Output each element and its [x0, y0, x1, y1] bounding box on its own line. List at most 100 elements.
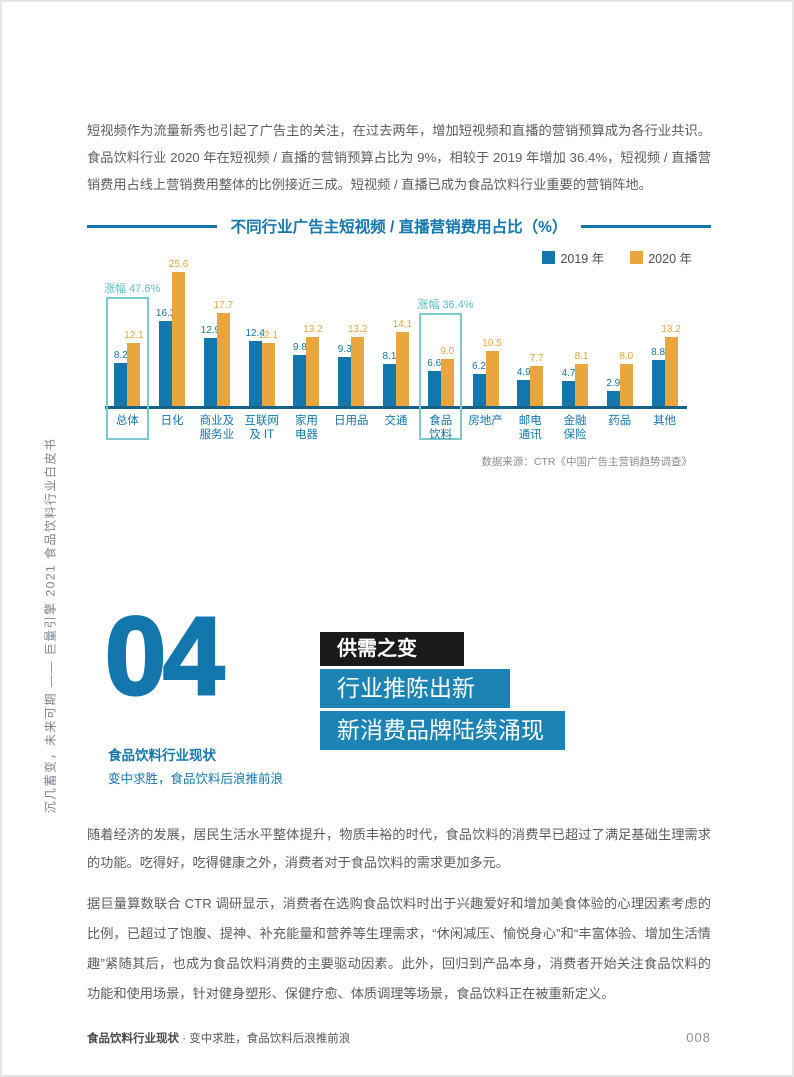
bar-value-label: 13.2	[303, 323, 323, 335]
bar-column: 12.9	[200, 325, 221, 406]
bar-value-label: 16.3	[155, 307, 176, 319]
category-label: 房地产	[468, 415, 503, 427]
body-paragraph-2: 据巨量算数联合 CTR 调研显示，消费者在选购食品饮料时出于兴趣爱好和增加美食体…	[87, 896, 711, 1002]
bar-column: 17.7	[214, 300, 233, 406]
category-label: 日用品	[333, 415, 369, 427]
bar	[562, 381, 576, 406]
bar-group: 2.9 8.0 药品	[597, 272, 642, 427]
bar	[575, 363, 589, 406]
bar-column: 7.7	[529, 352, 544, 406]
category-label: 金融 保险	[563, 415, 587, 441]
bar	[159, 320, 173, 406]
bar	[427, 371, 441, 406]
category-label: 邮电 通讯	[518, 415, 542, 441]
chart-title-row: 不同行业广告主短视频 / 直播营销费用占比（%）	[87, 215, 712, 237]
bar-value-label: 9.0	[440, 345, 455, 357]
bar-group: 4.7 8.1 金融 保险	[553, 272, 598, 441]
bar	[306, 336, 320, 406]
page-number: 008	[686, 1030, 711, 1045]
chart-plot: 涨幅 47.6% 8.2 12.1 总体 16.3 25.6 日化 12.9 17.7 商业及 服务…	[104, 259, 687, 441]
bar-pair: 2.9 8.0	[606, 351, 634, 406]
sidebar-vertical-caption: 沉几蓄变，未来可期 —— 巨量引擎 2021 食品饮料行业白皮书	[43, 437, 58, 814]
bar-value-label: 25.6	[168, 259, 189, 270]
bar	[530, 365, 544, 406]
bar	[517, 380, 531, 406]
category-label: 日化	[160, 415, 184, 427]
bar-pair: 16.3 25.6	[155, 259, 189, 406]
bar-group: 9.3 13.2 日用品	[329, 272, 374, 427]
section-heading: 食品饮料行业现状	[108, 748, 216, 763]
bar-pair: 4.9 7.7	[516, 352, 544, 406]
legend-swatch-2019	[542, 251, 556, 264]
footer-caption-bold: 食品饮料行业现状	[87, 1033, 179, 1045]
title-rule-left	[87, 224, 217, 228]
category-label: 药品	[608, 415, 632, 427]
bar-column: 13.2	[303, 323, 323, 406]
bar	[485, 351, 499, 406]
bar-column: 14.1	[392, 319, 413, 406]
bar-value-label: 12.9	[200, 325, 221, 337]
bar-value-label: 6.2	[472, 360, 486, 372]
bar-pair: 9.3 13.2	[338, 323, 368, 406]
bar-group: 8.1 14.1 交通	[374, 272, 419, 427]
bar-pair: 12.4 12.1	[245, 328, 278, 406]
bar-value-label: 10.5	[482, 338, 502, 350]
bar-value-label: 12.1	[258, 329, 278, 341]
bar-value-label: 13.2	[347, 323, 368, 335]
highlight-box	[419, 312, 463, 440]
banner-supply-demand: 供需之变	[320, 632, 464, 666]
bar	[172, 272, 186, 406]
bar	[440, 358, 454, 406]
bar	[651, 359, 665, 406]
bar	[216, 313, 230, 406]
bar-value-label: 14.1	[392, 319, 413, 331]
bar-value-label: 12.4	[245, 328, 265, 340]
highlight-box	[106, 296, 149, 440]
bar	[293, 354, 307, 406]
category-label: 商业及 服务业	[199, 415, 235, 441]
growth-annotation: 涨幅 36.4%	[417, 298, 474, 311]
bar-column: 25.6	[168, 259, 189, 406]
bar-group: 12.4 12.1 互联网及 IT	[239, 272, 284, 441]
title-rule-right	[581, 224, 712, 228]
bar	[619, 364, 633, 406]
growth-annotation: 涨幅 47.6%	[104, 282, 161, 295]
bar-column: 12.1	[258, 330, 278, 406]
body-paragraph-1: 随着经济的发展，居民生活水平整体提升，物质丰裕的时代，食品饮料的消费早已超过了满…	[87, 827, 711, 871]
bar-value-label: 9.8	[292, 341, 307, 353]
bar-value-label: 2.9	[606, 377, 621, 389]
bar-value-label: 12.1	[124, 329, 144, 341]
bar-pair: 9.8 13.2	[292, 323, 323, 406]
bar-column: 10.5	[482, 338, 502, 406]
bar-value-label: 8.2	[113, 350, 128, 362]
bar	[248, 341, 262, 406]
bar	[472, 373, 486, 406]
bar	[114, 363, 128, 406]
bar	[261, 342, 275, 406]
bar-value-label: 13.2	[661, 323, 681, 335]
bar-value-label: 4.9	[516, 367, 531, 379]
bar-column: 4.7	[562, 368, 575, 406]
banner-industry-renewal: 行业推陈出新	[320, 669, 510, 708]
legend-swatch-2020	[630, 251, 644, 264]
bar-column: 4.9	[516, 367, 531, 406]
chart-source: 数据来源：CTR《中国广告主营销趋势调查》	[481, 456, 692, 468]
bar-value-label: 8.1	[382, 350, 397, 362]
bar	[351, 336, 365, 406]
category-label: 食品 饮料	[429, 415, 453, 441]
bar-column: 6.2	[472, 360, 486, 406]
category-label: 互联网及 IT	[244, 415, 279, 441]
category-label: 交通	[384, 415, 408, 427]
bar-value-label: 8.0	[619, 351, 634, 363]
bar-column: 6.6	[427, 358, 441, 406]
bar-column: 9.3	[338, 344, 352, 406]
legend-item-2020: 2020 年	[630, 248, 692, 267]
bar-column: 12.1	[124, 329, 144, 406]
bar-pair: 8.1 14.1	[382, 319, 413, 406]
category-label: 家用 电器	[294, 415, 318, 441]
bar-value-label: 7.7	[529, 352, 544, 364]
bar-group: 9.8 13.2 家用 电器	[284, 272, 329, 441]
bar-column: 8.8	[651, 347, 665, 406]
bar-pair: 6.2 10.5	[472, 338, 502, 406]
bar-column: 8.0	[619, 351, 634, 406]
